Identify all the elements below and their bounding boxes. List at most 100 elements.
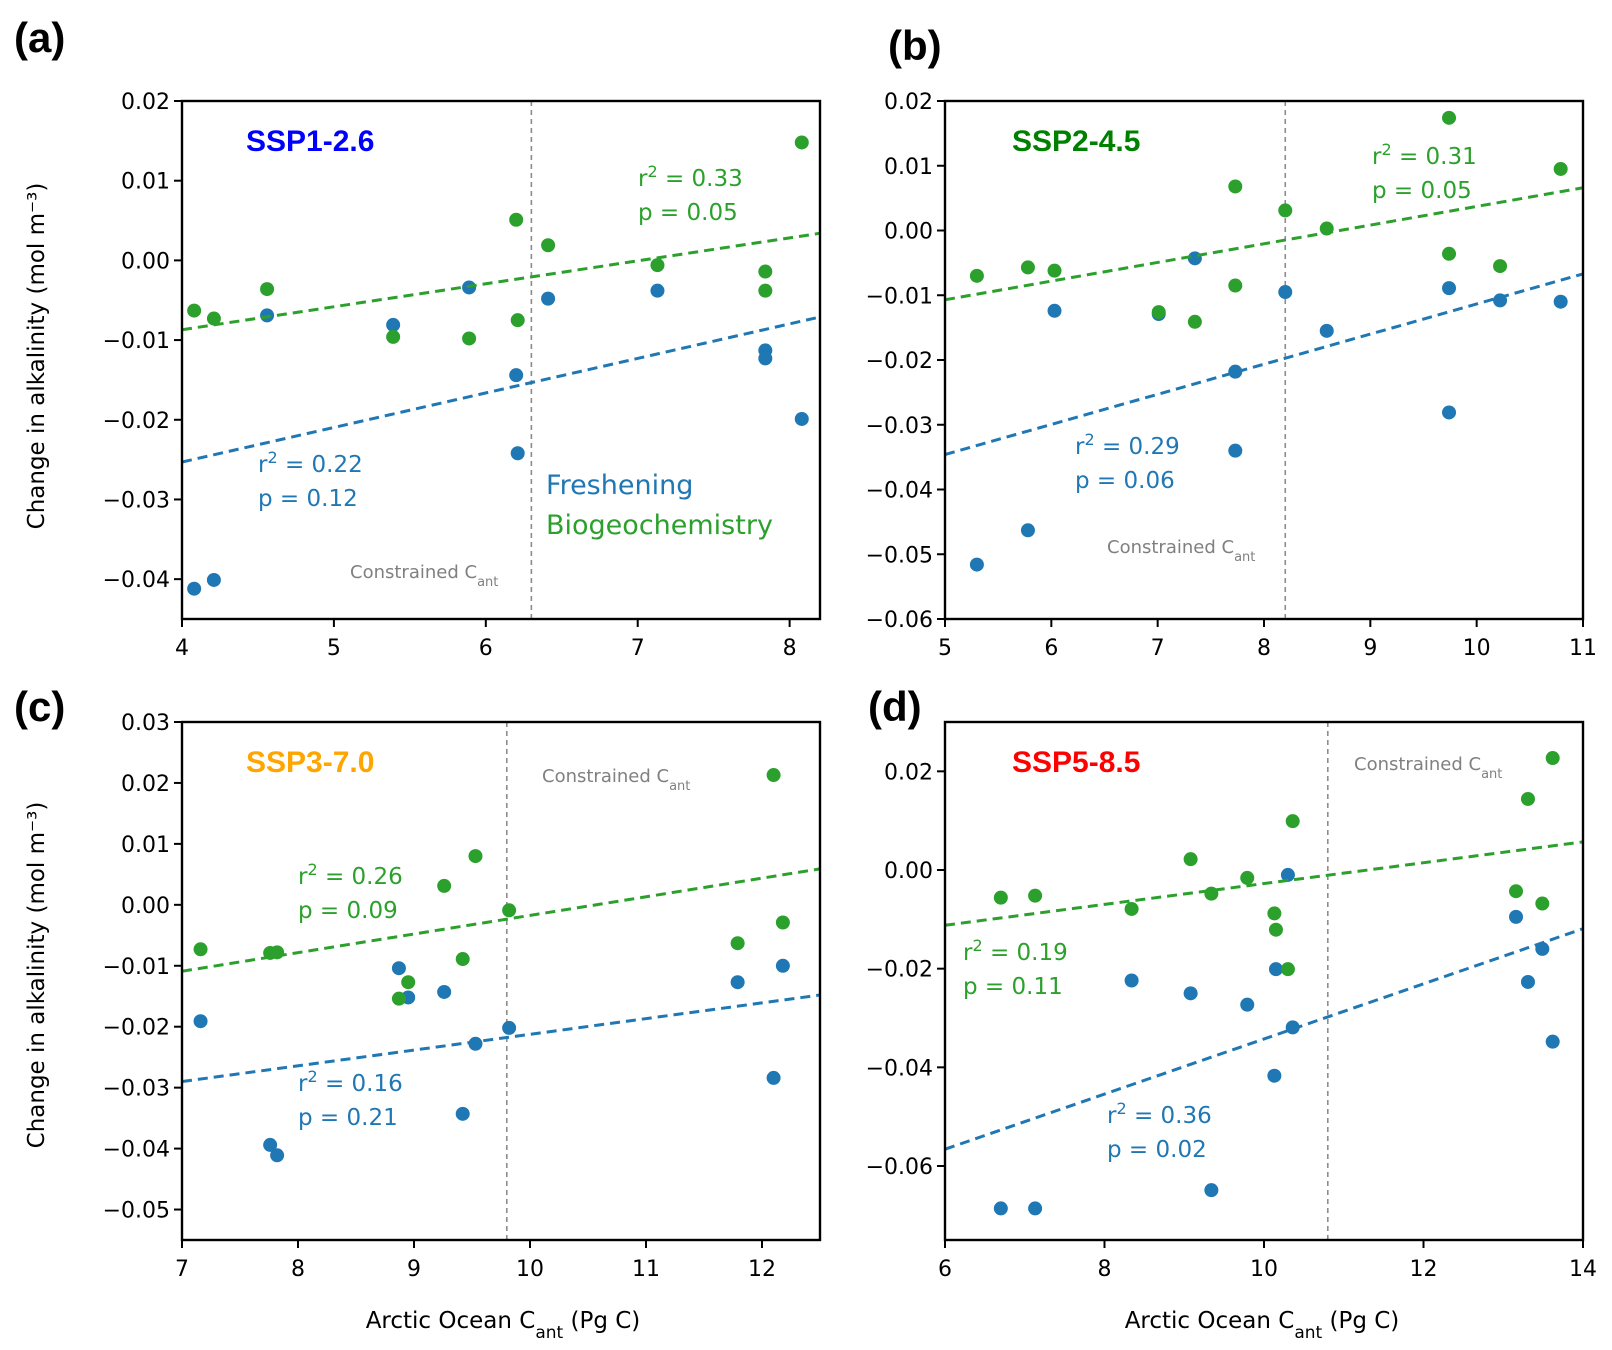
- r2-label-freshening: r2 = 0.16: [298, 1067, 403, 1098]
- data-point-freshening: [502, 1020, 517, 1035]
- data-point-freshening: [969, 557, 984, 572]
- data-point-freshening: [1520, 974, 1535, 989]
- constrained-cant-label: Constrained Cant: [542, 766, 690, 794]
- y-tick-label: 0.01: [121, 170, 170, 195]
- y-tick-label: 0.01: [121, 833, 170, 858]
- data-point-biogeochemistry: [1278, 203, 1293, 218]
- scenario-title: SSP1-2.6: [246, 125, 374, 158]
- x-tick-label: 8: [1098, 1257, 1112, 1282]
- x-tick-label: 8: [1257, 636, 1271, 661]
- x-tick-label: 7: [631, 636, 645, 661]
- panel-b: (b) −0.06 −0.05 −0.04 −0.03 −0.02 −0.01 0.00 0.0…: [866, 22, 1597, 661]
- data-point-freshening: [1183, 986, 1198, 1001]
- y-tick-label: −0.05: [103, 1199, 170, 1224]
- data-point-biogeochemistry: [1319, 221, 1334, 236]
- x-axis-label-right: Arctic Ocean Cant (Pg C): [1125, 1308, 1400, 1343]
- r2-label-biogeochemistry: r2 = 0.33: [638, 162, 743, 193]
- axes-frame: [180, 720, 822, 1242]
- data-point-biogeochemistry: [1204, 886, 1219, 901]
- r2-label-biogeochemistry: r2 = 0.26: [298, 860, 403, 891]
- r2-label-freshening: r2 = 0.36: [1107, 1099, 1212, 1130]
- data-point-biogeochemistry: [1268, 922, 1283, 937]
- constrained-cant-label: Constrained Cant: [1107, 537, 1255, 565]
- series-biogeochemistry: [945, 751, 1583, 977]
- y-tick-label: 0.02: [121, 90, 170, 115]
- data-point-biogeochemistry: [468, 849, 483, 864]
- x-tick-label: 6: [479, 636, 493, 661]
- data-point-freshening: [437, 984, 452, 999]
- series-freshening: [945, 867, 1583, 1216]
- legend-biogeochemistry: Biogeochemistry: [546, 510, 773, 541]
- data-point-biogeochemistry: [1028, 888, 1043, 903]
- y-tick-label: −0.04: [866, 479, 933, 504]
- p-label-biogeochemistry: p = 0.05: [638, 200, 738, 226]
- x-tick-label: 6: [1044, 636, 1058, 661]
- data-point-biogeochemistry: [794, 135, 809, 150]
- x-tick-label: 10: [1250, 1257, 1278, 1282]
- y-tick-label: −0.06: [866, 1155, 933, 1180]
- x-tick-label: 14: [1569, 1257, 1597, 1282]
- y-axis-label-top: Change in alkalinity (mol m⁻³): [24, 183, 50, 530]
- y-tick-label: 0.00: [121, 894, 170, 919]
- series-freshening: [182, 280, 820, 596]
- data-point-biogeochemistry: [1442, 246, 1457, 261]
- data-point-freshening: [1187, 251, 1202, 266]
- data-point-freshening: [1204, 1183, 1219, 1198]
- panel-c: (c) −0.05 −0.04 −0.03 −0.02 −0.01 0.00 0.01 0.02…: [14, 683, 822, 1282]
- y-tick-label: −0.02: [866, 349, 933, 374]
- y-axis-label-bottom: Change in alkalinity (mol m⁻³): [24, 802, 50, 1149]
- fit-line-freshening: [945, 272, 1583, 456]
- data-point-freshening: [391, 961, 406, 976]
- y-tick-label: 0.02: [884, 90, 933, 115]
- data-point-biogeochemistry: [260, 282, 275, 297]
- data-point-freshening: [1280, 867, 1295, 882]
- p-label-freshening: p = 0.06: [1075, 468, 1175, 494]
- data-point-freshening: [1228, 443, 1243, 458]
- data-point-freshening: [455, 1106, 470, 1121]
- x-tick-label: 7: [1151, 636, 1165, 661]
- legend-freshening: Freshening: [546, 470, 693, 501]
- y-tick-label: −0.01: [103, 955, 170, 980]
- x-tick-label: 11: [632, 1257, 660, 1282]
- x-tick-label: 9: [1363, 636, 1377, 661]
- y-tick-label: −0.05: [866, 543, 933, 568]
- data-point-biogeochemistry: [1267, 906, 1282, 921]
- p-label-biogeochemistry: p = 0.11: [963, 974, 1063, 1000]
- y-tick-label: −0.03: [866, 414, 933, 439]
- data-point-biogeochemistry: [775, 915, 790, 930]
- data-point-biogeochemistry: [1124, 901, 1139, 916]
- y-tick-label: −0.02: [103, 1016, 170, 1041]
- data-point-freshening: [1228, 364, 1243, 379]
- data-point-biogeochemistry: [1228, 278, 1243, 293]
- data-point-freshening: [775, 958, 790, 973]
- scenario-title: SSP2-4.5: [1012, 125, 1140, 158]
- y-tick-label: 0.02: [884, 760, 933, 785]
- data-point-biogeochemistry: [1509, 884, 1524, 899]
- x-tick-label: 5: [938, 636, 952, 661]
- x-tick-label: 6: [938, 1257, 952, 1282]
- data-point-biogeochemistry: [1020, 260, 1035, 275]
- data-point-freshening: [1124, 973, 1139, 988]
- data-point-biogeochemistry: [1545, 751, 1560, 766]
- data-point-freshening: [206, 572, 221, 587]
- scenario-title: SSP5-8.5: [1012, 746, 1140, 779]
- panel-d: (d) −0.06 −0.04 −0.02 0.00 0.02 6 8 10 12 14 Constr…: [866, 683, 1597, 1282]
- x-tick-label: 9: [407, 1257, 421, 1282]
- data-point-biogeochemistry: [502, 903, 517, 918]
- data-point-freshening: [270, 1148, 285, 1163]
- p-label-freshening: p = 0.12: [258, 486, 358, 512]
- data-point-biogeochemistry: [193, 942, 208, 957]
- y-tick-label: 0.03: [121, 711, 170, 736]
- x-axis-label-left: Arctic Ocean Cant (Pg C): [366, 1308, 641, 1343]
- data-point-biogeochemistry: [270, 945, 285, 960]
- y-tick-label: −0.04: [866, 1056, 933, 1081]
- data-point-biogeochemistry: [401, 975, 416, 990]
- fit-line-biogeochemistry: [945, 840, 1583, 927]
- data-point-freshening: [1028, 1201, 1043, 1216]
- data-point-biogeochemistry: [766, 768, 781, 783]
- data-point-freshening: [1442, 405, 1457, 420]
- data-point-biogeochemistry: [1520, 791, 1535, 806]
- data-point-freshening: [193, 1014, 208, 1029]
- p-label-biogeochemistry: p = 0.05: [1372, 178, 1472, 204]
- p-label-freshening: p = 0.02: [1107, 1137, 1207, 1163]
